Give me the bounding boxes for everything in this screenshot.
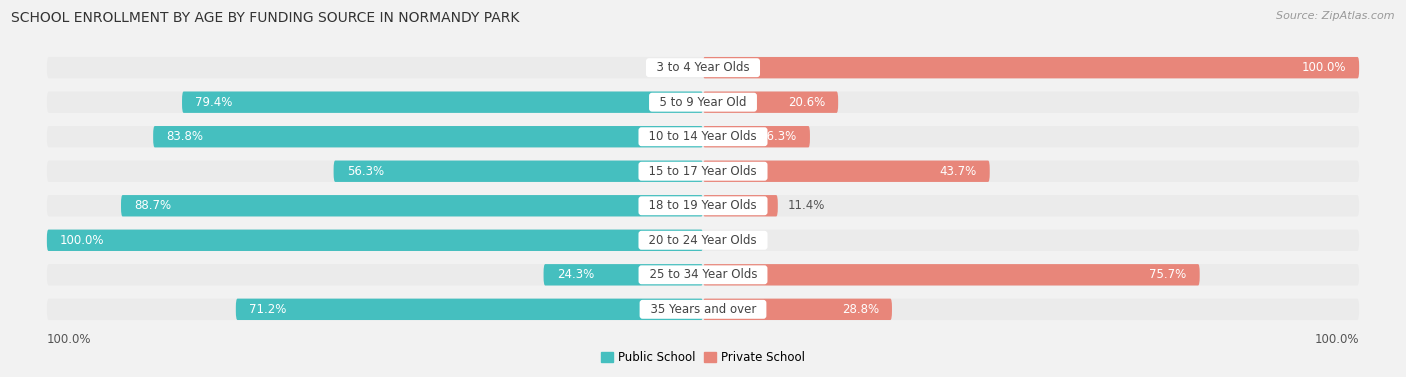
FancyBboxPatch shape — [46, 195, 1360, 216]
FancyBboxPatch shape — [333, 161, 703, 182]
Text: 83.8%: 83.8% — [166, 130, 204, 143]
Text: 20 to 24 Year Olds: 20 to 24 Year Olds — [641, 234, 765, 247]
Text: 28.8%: 28.8% — [842, 303, 879, 316]
FancyBboxPatch shape — [703, 92, 838, 113]
FancyBboxPatch shape — [46, 230, 703, 251]
FancyBboxPatch shape — [46, 161, 1360, 182]
Text: SCHOOL ENROLLMENT BY AGE BY FUNDING SOURCE IN NORMANDY PARK: SCHOOL ENROLLMENT BY AGE BY FUNDING SOUR… — [11, 11, 520, 25]
FancyBboxPatch shape — [46, 230, 1360, 251]
Text: 100.0%: 100.0% — [1302, 61, 1346, 74]
Legend: Public School, Private School: Public School, Private School — [596, 346, 810, 369]
FancyBboxPatch shape — [46, 299, 1360, 320]
Text: 16.3%: 16.3% — [759, 130, 797, 143]
Text: 71.2%: 71.2% — [249, 303, 287, 316]
FancyBboxPatch shape — [46, 57, 1360, 78]
Text: 0.0%: 0.0% — [713, 234, 742, 247]
Text: 24.3%: 24.3% — [557, 268, 593, 281]
FancyBboxPatch shape — [121, 195, 703, 216]
Text: 15 to 17 Year Olds: 15 to 17 Year Olds — [641, 165, 765, 178]
Text: 79.4%: 79.4% — [195, 96, 232, 109]
Text: Source: ZipAtlas.com: Source: ZipAtlas.com — [1277, 11, 1395, 21]
Text: 100.0%: 100.0% — [60, 234, 104, 247]
FancyBboxPatch shape — [153, 126, 703, 147]
Text: 18 to 19 Year Olds: 18 to 19 Year Olds — [641, 199, 765, 212]
Text: 25 to 34 Year Olds: 25 to 34 Year Olds — [641, 268, 765, 281]
Text: 20.6%: 20.6% — [787, 96, 825, 109]
Text: 75.7%: 75.7% — [1149, 268, 1187, 281]
FancyBboxPatch shape — [236, 299, 703, 320]
Text: 11.4%: 11.4% — [787, 199, 825, 212]
FancyBboxPatch shape — [46, 92, 1360, 113]
Text: 5 to 9 Year Old: 5 to 9 Year Old — [652, 96, 754, 109]
Text: 43.7%: 43.7% — [939, 165, 977, 178]
Text: 35 Years and over: 35 Years and over — [643, 303, 763, 316]
FancyBboxPatch shape — [181, 92, 703, 113]
FancyBboxPatch shape — [703, 161, 990, 182]
Text: 56.3%: 56.3% — [347, 165, 384, 178]
FancyBboxPatch shape — [703, 57, 1360, 78]
Text: 100.0%: 100.0% — [46, 333, 91, 346]
Text: 88.7%: 88.7% — [134, 199, 172, 212]
FancyBboxPatch shape — [703, 195, 778, 216]
FancyBboxPatch shape — [46, 264, 1360, 285]
FancyBboxPatch shape — [46, 126, 1360, 147]
Text: 10 to 14 Year Olds: 10 to 14 Year Olds — [641, 130, 765, 143]
FancyBboxPatch shape — [703, 264, 1199, 285]
FancyBboxPatch shape — [703, 126, 810, 147]
FancyBboxPatch shape — [544, 264, 703, 285]
FancyBboxPatch shape — [703, 299, 891, 320]
Text: 3 to 4 Year Olds: 3 to 4 Year Olds — [650, 61, 756, 74]
Text: 0.0%: 0.0% — [664, 61, 693, 74]
Text: 100.0%: 100.0% — [1315, 333, 1360, 346]
